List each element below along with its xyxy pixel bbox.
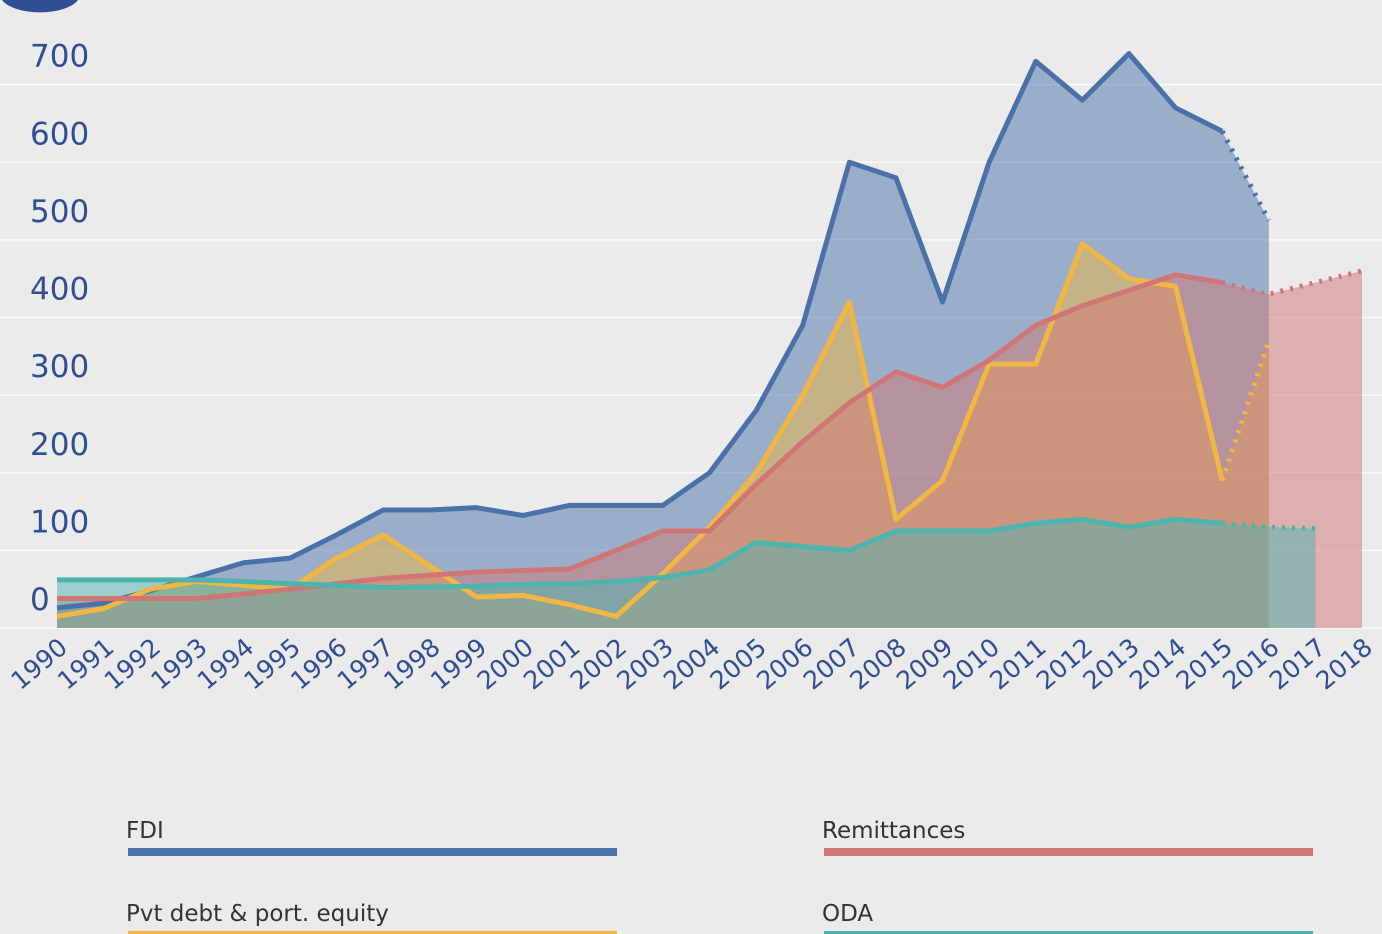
line <box>57 516 1223 591</box>
logo-fragment <box>2 0 78 13</box>
y-tick-label: 100 <box>30 504 89 540</box>
line <box>56 241 1225 619</box>
lines <box>56 51 1363 619</box>
line <box>57 272 1223 602</box>
areas <box>57 53 1362 628</box>
y-tick-label: 700 <box>30 39 89 75</box>
area <box>57 519 1316 628</box>
grid <box>0 83 1382 629</box>
y-tick-label: 0 <box>30 582 50 618</box>
y-tick-label: 600 <box>30 116 89 152</box>
x-tick-label: 2018 <box>1310 632 1377 695</box>
y-tick-label: 200 <box>30 427 89 463</box>
line <box>56 51 1224 611</box>
legend-label: FDI <box>126 818 164 844</box>
legend-label: ODA <box>822 901 873 927</box>
y-tick-label: 500 <box>30 194 89 230</box>
projection-line <box>1219 130 1272 222</box>
legend-label: Remittances <box>822 818 965 844</box>
projection-line <box>1219 339 1272 482</box>
y-tick-label: 400 <box>30 272 89 308</box>
y-tick-label: 300 <box>30 349 89 385</box>
legend-label: Pvt debt & port. equity <box>126 901 389 927</box>
legend: FDI Pvt debt & port. equity Remittances ODA <box>126 818 1313 934</box>
projection-line <box>1221 268 1363 297</box>
